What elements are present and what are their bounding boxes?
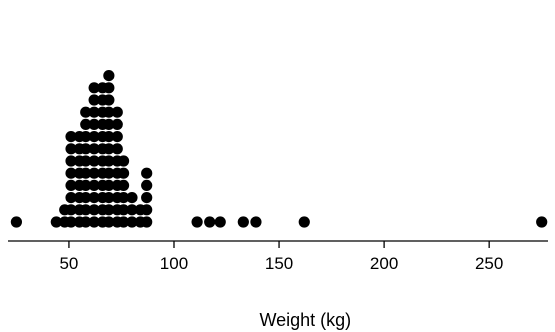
x-tick-label-100: 100 (160, 254, 188, 273)
dot-point (117, 155, 130, 167)
dot-point (141, 167, 153, 179)
dot-point (65, 192, 77, 204)
dot-point (80, 204, 92, 216)
dot-point (80, 155, 92, 167)
dot-point (141, 216, 153, 228)
dot-point (191, 216, 203, 228)
dot-point (88, 143, 100, 155)
dot-point (88, 216, 100, 228)
dot-point (65, 204, 77, 216)
dot-point (88, 131, 100, 143)
dot-point (237, 216, 249, 228)
dot-point (80, 192, 92, 204)
dot-point (103, 155, 115, 167)
dot-point (103, 82, 115, 94)
dot-point (141, 204, 153, 216)
dot-point (103, 167, 115, 179)
dot-point (65, 179, 77, 191)
dot-point (117, 192, 130, 204)
dot-point (103, 131, 115, 143)
x-tick-label-150: 150 (265, 254, 293, 273)
dot-point (141, 179, 153, 191)
dot-point (80, 143, 92, 155)
dot-point (250, 216, 262, 228)
dot-point (80, 179, 92, 191)
x-tick-label-200: 200 (370, 254, 398, 273)
dot-point (103, 106, 115, 118)
dot-point (80, 216, 92, 228)
dot-point (65, 167, 77, 179)
dot-point (126, 204, 138, 216)
dot-point (88, 94, 100, 106)
dot-point (103, 94, 115, 106)
dot-point (103, 118, 115, 130)
dot-point (88, 155, 100, 167)
dot-point (536, 216, 548, 228)
dot-point (50, 216, 62, 228)
dots-layer (10, 70, 548, 228)
dot-point (80, 131, 92, 143)
dot-point (126, 192, 138, 204)
x-axis-ticks: 50 100 150 200 250 (59, 241, 503, 273)
dot-point (111, 143, 123, 155)
dot-point (204, 216, 216, 228)
dot-point (88, 167, 100, 179)
dot-point (80, 167, 92, 179)
dot-point (117, 216, 130, 228)
dot-point (103, 216, 115, 228)
dot-point (298, 216, 310, 228)
dot-point (88, 192, 100, 204)
dot-point (80, 106, 92, 118)
dot-point (103, 204, 115, 216)
dot-point (80, 118, 92, 130)
dot-point (88, 82, 100, 94)
dot-point (88, 106, 100, 118)
x-tick-label-250: 250 (475, 254, 503, 273)
x-tick-label-50: 50 (59, 254, 78, 273)
dot-point (214, 216, 226, 228)
dot-point (103, 70, 115, 82)
dot-point (10, 216, 22, 228)
dot-point (103, 143, 115, 155)
dot-point (141, 192, 153, 204)
dot-point (111, 106, 123, 118)
dot-point (103, 192, 115, 204)
dot-point (103, 179, 115, 191)
dot-point (88, 204, 100, 216)
dot-point (111, 131, 123, 143)
dot-point (117, 204, 130, 216)
dot-point (88, 179, 100, 191)
dot-point (88, 118, 100, 130)
dot-point (65, 143, 77, 155)
dot-point (126, 216, 138, 228)
dot-point (65, 216, 77, 228)
x-axis-label: Weight (kg) (259, 310, 351, 330)
dot-point (65, 155, 77, 167)
dot-point (117, 167, 130, 179)
dot-point (111, 118, 123, 130)
dot-point (65, 131, 77, 143)
dot-point (117, 179, 130, 191)
